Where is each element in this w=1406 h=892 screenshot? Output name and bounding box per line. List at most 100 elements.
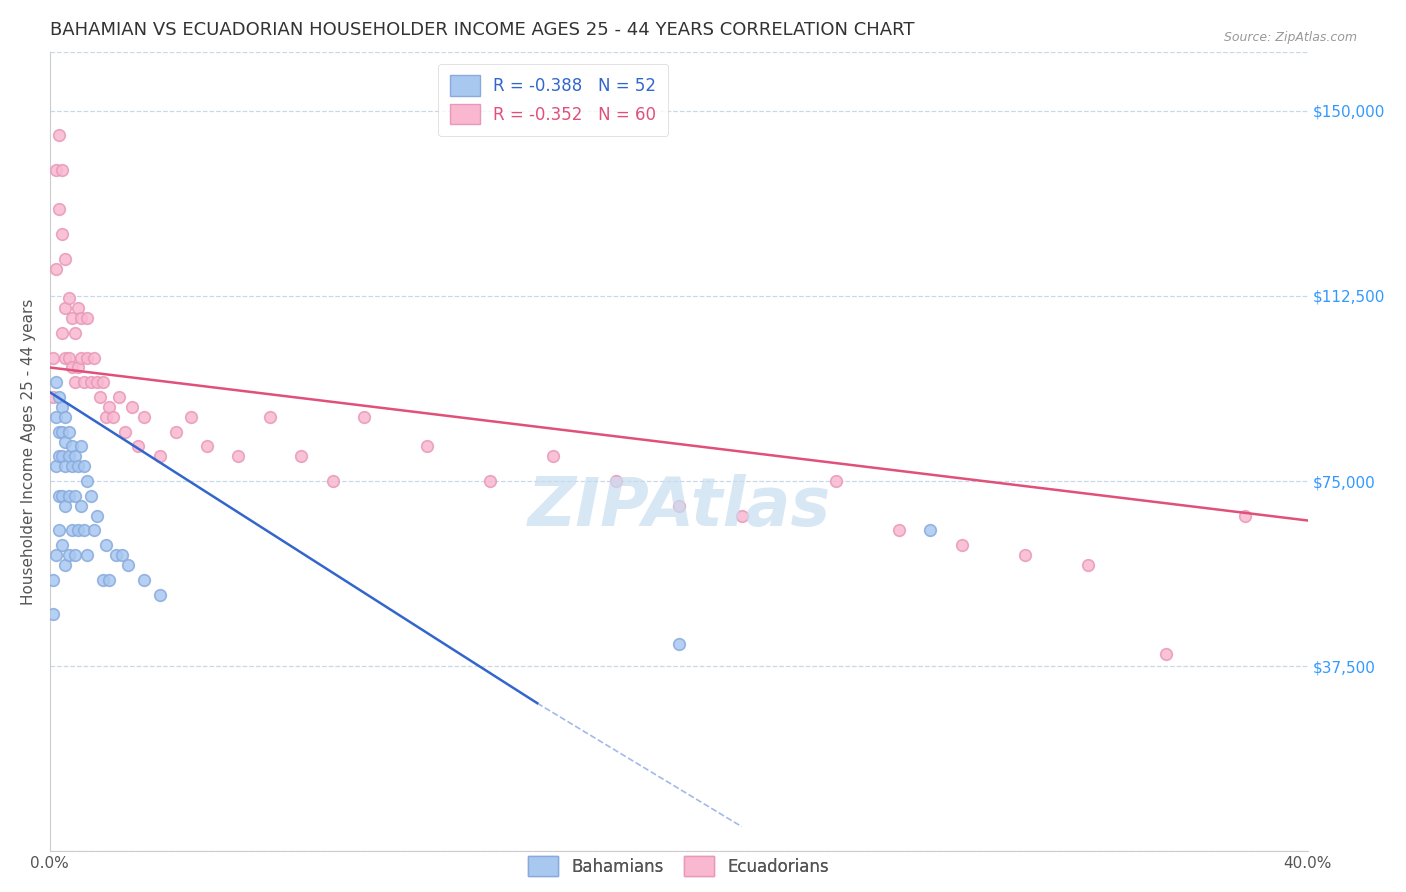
Point [60, 311, 83, 326]
Point [60, 440, 83, 454]
Point [58, 489, 80, 503]
Point [79, 376, 101, 390]
Point [1156, 647, 1178, 661]
Point [76, 474, 98, 488]
Point [86, 508, 108, 523]
Point [290, 450, 312, 464]
Point [920, 524, 942, 538]
Point [108, 390, 131, 404]
Point [132, 573, 155, 587]
Point [132, 409, 155, 424]
Point [73, 376, 96, 390]
Point [51, 227, 73, 242]
Point [51, 489, 73, 503]
Point [45, 163, 67, 178]
Point [55, 499, 77, 513]
Point [605, 474, 627, 488]
Point [51, 450, 73, 464]
Point [79, 489, 101, 503]
Point [55, 351, 77, 365]
Point [42, 607, 65, 622]
Point [165, 425, 187, 439]
Point [51, 425, 73, 439]
Point [479, 474, 502, 488]
Point [887, 524, 910, 538]
Point [101, 409, 124, 424]
Point [117, 558, 139, 572]
Point [70, 440, 93, 454]
Point [259, 409, 281, 424]
Point [121, 400, 143, 414]
Point [55, 434, 77, 449]
Point [76, 311, 98, 326]
Point [45, 376, 67, 390]
Point [60, 524, 83, 538]
Point [58, 351, 80, 365]
Point [1234, 508, 1257, 523]
Point [70, 351, 93, 365]
Point [89, 390, 111, 404]
Point [73, 524, 96, 538]
Point [48, 524, 70, 538]
Point [149, 450, 172, 464]
Point [950, 538, 973, 552]
Point [83, 524, 105, 538]
Point [45, 261, 67, 276]
Point [42, 390, 65, 404]
Point [48, 450, 70, 464]
Point [63, 450, 86, 464]
Point [228, 450, 250, 464]
Point [541, 450, 564, 464]
Point [731, 508, 754, 523]
Point [70, 311, 93, 326]
Point [76, 548, 98, 562]
Point [48, 425, 70, 439]
Point [66, 360, 89, 375]
Point [322, 474, 344, 488]
Legend: Bahamians, Ecuadorians: Bahamians, Ecuadorians [522, 849, 835, 883]
Point [70, 499, 93, 513]
Point [114, 425, 136, 439]
Point [55, 301, 77, 316]
Point [668, 499, 690, 513]
Y-axis label: Householder Income Ages 25 - 44 years: Householder Income Ages 25 - 44 years [21, 298, 35, 605]
Point [48, 390, 70, 404]
Point [96, 538, 118, 552]
Point [51, 326, 73, 340]
Point [63, 376, 86, 390]
Point [825, 474, 848, 488]
Point [83, 351, 105, 365]
Point [63, 548, 86, 562]
Point [127, 440, 149, 454]
Point [111, 548, 134, 562]
Text: BAHAMIAN VS ECUADORIAN HOUSEHOLDER INCOME AGES 25 - 44 YEARS CORRELATION CHART: BAHAMIAN VS ECUADORIAN HOUSEHOLDER INCOM… [49, 21, 914, 39]
Point [96, 409, 118, 424]
Point [149, 588, 172, 602]
Point [668, 637, 690, 651]
Point [66, 524, 89, 538]
Point [42, 573, 65, 587]
Point [66, 459, 89, 474]
Point [86, 376, 108, 390]
Point [76, 351, 98, 365]
Point [45, 459, 67, 474]
Point [1077, 558, 1099, 572]
Point [58, 291, 80, 305]
Point [55, 558, 77, 572]
Point [58, 425, 80, 439]
Point [104, 548, 127, 562]
Point [51, 538, 73, 552]
Point [55, 409, 77, 424]
Point [98, 573, 121, 587]
Point [55, 459, 77, 474]
Text: Source: ZipAtlas.com: Source: ZipAtlas.com [1223, 31, 1357, 45]
Point [63, 489, 86, 503]
Point [55, 252, 77, 266]
Point [66, 301, 89, 316]
Point [73, 459, 96, 474]
Point [51, 163, 73, 178]
Point [58, 450, 80, 464]
Point [48, 489, 70, 503]
Point [195, 440, 218, 454]
Point [51, 400, 73, 414]
